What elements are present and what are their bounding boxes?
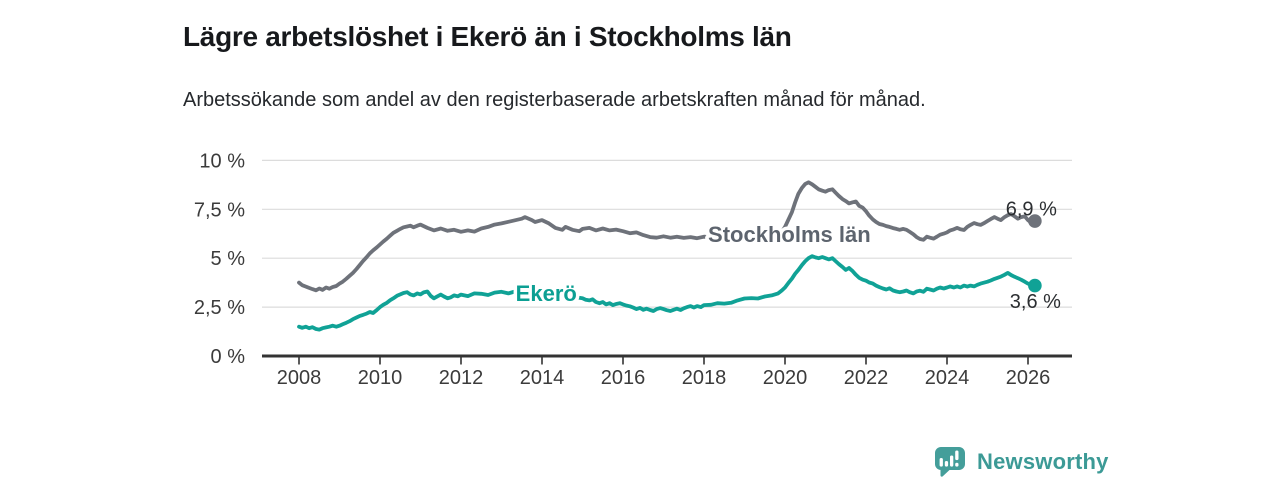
newsworthy-brand: Newsworthy [933,445,1109,479]
chart-title: Lägre arbetslöshet i Ekerö än i Stockhol… [183,20,792,52]
series-end-dot-stockholms-l-n [1028,214,1042,228]
series-value-label-eker-: 3,6 % [1010,291,1061,313]
x-axis-tick-label: 2024 [925,367,970,389]
y-axis-tick-label: 10 % [199,150,245,172]
y-axis-tick-label: 5 % [211,248,246,270]
x-axis-tick-label: 2020 [763,367,808,389]
chart-subtitle: Arbetssökande som andel av den registerb… [183,89,926,111]
series-label-stockholms-l-n: Stockholms län [708,222,871,247]
logo-bar-1 [939,458,943,467]
x-axis-tick-label: 2008 [277,367,322,389]
x-axis-tick-label: 2022 [844,367,889,389]
y-axis-tick-label: 7,5 % [194,199,245,221]
logo-bar-2 [944,461,949,467]
newsworthy-logo-icon [935,447,965,477]
x-axis-tick-label: 2018 [682,367,727,389]
series-line-stockholms-l-n [297,180,1037,293]
x-axis-tick-label: 2026 [1006,367,1051,389]
x-axis-tick-label: 2014 [520,367,565,389]
x-axis-tick-label: 2010 [358,367,403,389]
x-axis-tick-label: 2012 [439,367,484,389]
series-end-dot-eker- [1028,278,1042,293]
y-axis-tick-label: 0 % [211,346,246,368]
series-label-eker-: Ekerö [516,281,577,306]
y-axis-tick-label: 2,5 % [194,297,245,319]
series-line-eker- [297,254,1037,332]
x-axis-tick-label: 2016 [601,367,646,389]
series-value-label-stockholms-l-n: 6,9 % [1006,199,1057,221]
logo-bar-3 [950,455,954,467]
logo-exclamation-bar [955,450,959,461]
brand-name: Newsworthy [977,449,1109,474]
logo-exclamation-dot [955,462,959,467]
